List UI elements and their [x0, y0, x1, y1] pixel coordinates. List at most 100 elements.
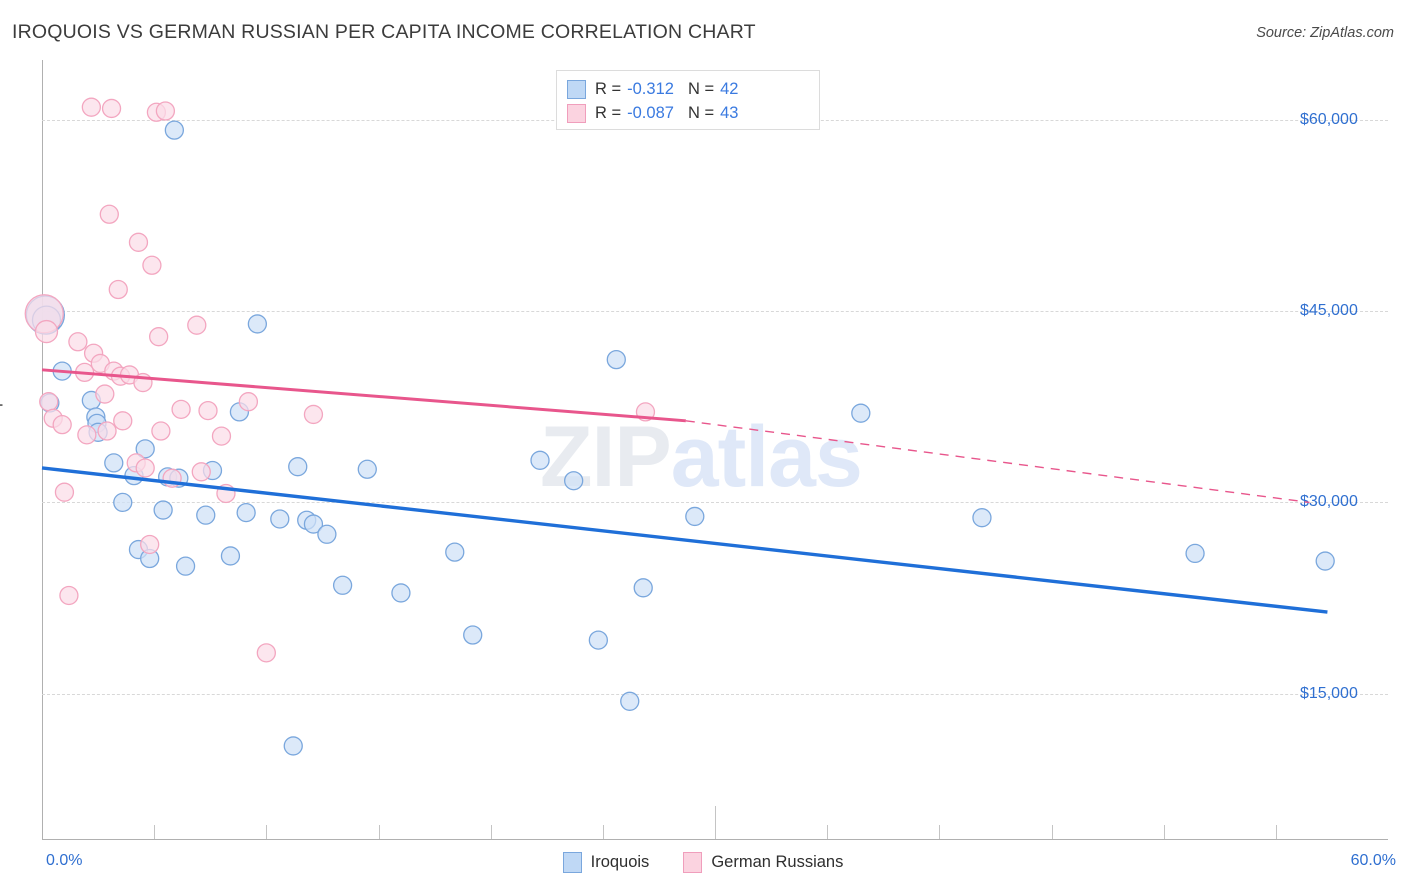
x-axis-tick [266, 825, 268, 839]
y-axis-tick-label: $45,000 [1300, 302, 1358, 320]
scatter-point[interactable] [972, 508, 992, 528]
scatter-point[interactable] [247, 314, 268, 334]
scatter-point[interactable] [463, 625, 483, 645]
legend-swatch-german-russians-icon [567, 103, 586, 123]
scatter-point[interactable] [332, 575, 353, 595]
scatter-point[interactable] [155, 101, 176, 121]
scatter-point[interactable] [220, 546, 241, 566]
scatter-point[interactable] [59, 585, 79, 606]
series-swatch-german-russians-icon [683, 852, 703, 873]
source-attribution: Source: ZipAtlas.com [1256, 25, 1394, 41]
scatter-point[interactable] [142, 255, 162, 275]
series-legend-label-german-russians: German Russians [711, 853, 844, 871]
scatter-point[interactable] [151, 421, 171, 441]
scatter-point[interactable] [445, 542, 465, 562]
scatter-point[interactable] [77, 425, 97, 445]
stats-r-label-iroquois: R = [595, 79, 622, 98]
scatter-point[interactable] [135, 458, 155, 478]
scatter-point[interactable] [851, 403, 871, 423]
scatter-point[interactable] [606, 349, 626, 370]
scatter-point[interactable] [270, 509, 290, 529]
scatter-point[interactable] [104, 453, 124, 473]
scatter-point[interactable] [135, 439, 155, 459]
stats-r-label-german-russians: R = [595, 103, 622, 122]
scatter-point[interactable] [588, 630, 608, 650]
scatter-point[interactable] [81, 97, 102, 117]
scatter-point[interactable] [140, 534, 160, 555]
x-axis-tick [827, 825, 829, 839]
scatter-point[interactable] [113, 411, 133, 431]
scatter-point[interactable] [99, 204, 119, 224]
y-axis-tick-label: $15,000 [1300, 684, 1358, 702]
trendline-iroquois [41, 466, 1328, 614]
x-axis-tick [1163, 825, 1165, 839]
x-axis-tick [602, 825, 604, 839]
scatter-point[interactable] [211, 426, 232, 446]
scatter-point[interactable] [357, 459, 377, 479]
scatter-point[interactable] [97, 421, 117, 441]
scatter-point[interactable] [620, 691, 640, 711]
x-axis-tick [1275, 825, 1277, 839]
scatter-point[interactable] [303, 404, 324, 425]
scatter-point[interactable] [187, 315, 207, 335]
scatter-point[interactable] [283, 736, 303, 756]
scatter-point[interactable] [171, 399, 191, 419]
scatter-point[interactable] [95, 384, 115, 404]
scatter-point[interactable] [1185, 543, 1205, 564]
x-axis-tick [939, 825, 941, 839]
scatter-point[interactable] [236, 502, 256, 523]
series-legend-item-german-russians[interactable]: German Russians [683, 852, 843, 873]
scatter-point[interactable] [288, 457, 308, 477]
scatter-point[interactable] [34, 319, 59, 344]
series-legend: Iroquois German Russians [0, 852, 1406, 873]
correlation-stats-legend: R = -0.312 N = 42 R = -0.087 N = 43 [556, 70, 820, 130]
scatter-point[interactable] [391, 583, 411, 603]
scatter-point[interactable] [564, 471, 584, 491]
scatter-point[interactable] [191, 462, 211, 482]
scatter-point[interactable] [303, 514, 324, 534]
scatter-point[interactable] [685, 506, 705, 527]
scatter-point[interactable] [196, 505, 216, 525]
scatter-point[interactable] [52, 414, 72, 435]
scatter-point[interactable] [149, 327, 169, 347]
x-axis-tick [1051, 825, 1053, 839]
series-swatch-iroquois-icon [562, 852, 582, 873]
page-title: IROQUOIS VS GERMAN RUSSIAN PER CAPITA IN… [12, 21, 756, 43]
x-axis-line [42, 839, 1388, 840]
scatter-point[interactable] [54, 482, 75, 502]
scatter-point[interactable] [108, 279, 128, 300]
scatter-point[interactable] [128, 232, 149, 252]
scatter-point[interactable] [153, 500, 173, 520]
stats-r-value-german-russians: -0.087 [627, 103, 674, 122]
stats-row-iroquois: R = -0.312 N = 42 [567, 77, 809, 101]
scatter-point[interactable] [101, 98, 122, 119]
scatter-point[interactable] [317, 524, 337, 544]
scatter-point[interactable] [530, 450, 550, 470]
scatter-point[interactable] [198, 400, 218, 421]
stats-r-value-iroquois: -0.312 [627, 79, 674, 98]
stats-n-value-german-russians: 43 [720, 103, 739, 122]
scatter-point[interactable] [238, 392, 259, 412]
x-axis-label-max: 60.0% [1350, 852, 1396, 869]
x-axis-tick [490, 825, 492, 839]
scatter-point[interactable] [175, 556, 196, 576]
gridline [42, 693, 1388, 695]
scatter-point[interactable] [68, 332, 88, 352]
x-axis-label-min: 0.0% [46, 852, 83, 869]
gridline [42, 311, 1388, 313]
gridline [42, 502, 1388, 504]
scatter-point[interactable] [113, 492, 133, 513]
scatter-point[interactable] [164, 120, 185, 140]
y-axis-tick-label: $30,000 [1300, 493, 1358, 511]
stats-n-label-german-russians: N = [687, 103, 715, 122]
series-legend-item-iroquois[interactable]: Iroquois [562, 852, 650, 873]
y-axis-line [42, 60, 43, 840]
scatter-point[interactable] [1315, 551, 1335, 571]
trendline-german-russians-extrapolated [685, 420, 1310, 504]
scatter-point[interactable] [39, 392, 59, 412]
series-legend-label-iroquois: Iroquois [590, 853, 650, 871]
scatter-point[interactable] [633, 578, 653, 598]
scatter-point[interactable] [256, 643, 276, 663]
